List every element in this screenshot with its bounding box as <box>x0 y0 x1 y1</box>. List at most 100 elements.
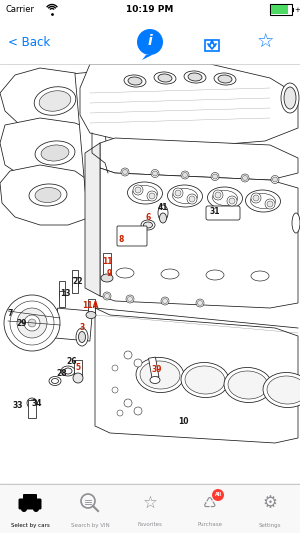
Polygon shape <box>80 64 298 145</box>
Ellipse shape <box>141 220 155 230</box>
Text: All: All <box>214 492 221 497</box>
Polygon shape <box>100 168 298 308</box>
Ellipse shape <box>267 376 300 404</box>
Ellipse shape <box>41 145 69 161</box>
Circle shape <box>117 410 123 416</box>
Ellipse shape <box>136 358 184 392</box>
Bar <box>271 5 288 14</box>
Circle shape <box>24 315 40 331</box>
Circle shape <box>27 398 37 408</box>
Circle shape <box>197 301 202 305</box>
Text: ♺: ♺ <box>203 496 217 511</box>
Circle shape <box>73 373 83 383</box>
Bar <box>0 484 300 533</box>
Text: Carrier: Carrier <box>5 5 34 14</box>
Polygon shape <box>142 55 152 60</box>
Ellipse shape <box>245 190 280 212</box>
Text: Select by cars: Select by cars <box>11 522 50 528</box>
Circle shape <box>241 174 249 182</box>
Text: 13: 13 <box>60 289 70 298</box>
FancyBboxPatch shape <box>206 206 240 220</box>
Circle shape <box>211 173 219 181</box>
Circle shape <box>122 169 128 174</box>
Circle shape <box>212 174 217 179</box>
Text: 10:19 PM: 10:19 PM <box>126 5 174 14</box>
Circle shape <box>175 190 181 196</box>
Polygon shape <box>0 68 110 138</box>
Circle shape <box>126 295 134 303</box>
Text: ⚙: ⚙ <box>262 494 278 512</box>
Ellipse shape <box>161 269 179 279</box>
Text: 6: 6 <box>146 214 151 222</box>
Bar <box>292 7 294 12</box>
Text: 10: 10 <box>178 416 188 425</box>
Ellipse shape <box>52 378 58 384</box>
Circle shape <box>112 365 118 371</box>
Bar <box>75 71 113 223</box>
Circle shape <box>147 191 157 201</box>
Circle shape <box>163 298 167 303</box>
Ellipse shape <box>86 311 96 319</box>
Ellipse shape <box>167 185 202 207</box>
Polygon shape <box>0 165 98 225</box>
Circle shape <box>271 175 279 183</box>
Text: 31: 31 <box>210 206 220 215</box>
Circle shape <box>212 489 224 501</box>
Ellipse shape <box>228 371 268 399</box>
Circle shape <box>134 407 142 415</box>
Circle shape <box>253 195 259 201</box>
Circle shape <box>151 169 159 177</box>
Ellipse shape <box>128 182 163 204</box>
Circle shape <box>173 188 183 198</box>
Ellipse shape <box>250 193 275 208</box>
Text: ☆: ☆ <box>256 33 274 52</box>
Ellipse shape <box>150 376 160 384</box>
Ellipse shape <box>281 83 299 113</box>
Text: 22: 22 <box>73 277 83 286</box>
Polygon shape <box>85 143 100 296</box>
Text: 11A: 11A <box>82 301 98 310</box>
Ellipse shape <box>101 274 113 282</box>
Circle shape <box>213 190 223 200</box>
Ellipse shape <box>64 368 72 374</box>
Text: i: i <box>148 34 152 48</box>
Circle shape <box>227 196 237 206</box>
Ellipse shape <box>124 75 146 87</box>
Ellipse shape <box>29 184 67 206</box>
Bar <box>148 357 159 378</box>
Circle shape <box>137 29 163 55</box>
Circle shape <box>134 359 142 367</box>
Polygon shape <box>0 118 110 185</box>
Circle shape <box>10 301 54 345</box>
Ellipse shape <box>133 185 158 200</box>
Circle shape <box>196 299 204 307</box>
Text: 5: 5 <box>75 364 81 373</box>
Circle shape <box>104 294 110 298</box>
Bar <box>103 253 111 278</box>
Ellipse shape <box>224 367 272 402</box>
Bar <box>59 291 65 307</box>
Ellipse shape <box>284 87 296 109</box>
Circle shape <box>17 308 47 338</box>
Text: 9: 9 <box>106 269 112 278</box>
Text: 41: 41 <box>158 204 168 213</box>
Circle shape <box>103 292 111 300</box>
Circle shape <box>181 171 189 179</box>
Bar <box>28 400 36 418</box>
Bar <box>205 40 219 51</box>
Text: Search by VIN: Search by VIN <box>70 522 110 528</box>
FancyBboxPatch shape <box>19 498 41 510</box>
Circle shape <box>182 173 188 177</box>
Bar <box>74 360 82 378</box>
Circle shape <box>133 185 143 195</box>
Circle shape <box>161 297 169 305</box>
Ellipse shape <box>206 270 224 280</box>
Ellipse shape <box>218 75 232 83</box>
Polygon shape <box>95 308 298 443</box>
Bar <box>270 4 292 15</box>
Text: 34: 34 <box>32 399 42 408</box>
Ellipse shape <box>140 361 180 389</box>
Text: 3: 3 <box>80 324 85 333</box>
Bar <box>59 281 65 297</box>
Ellipse shape <box>263 373 300 408</box>
